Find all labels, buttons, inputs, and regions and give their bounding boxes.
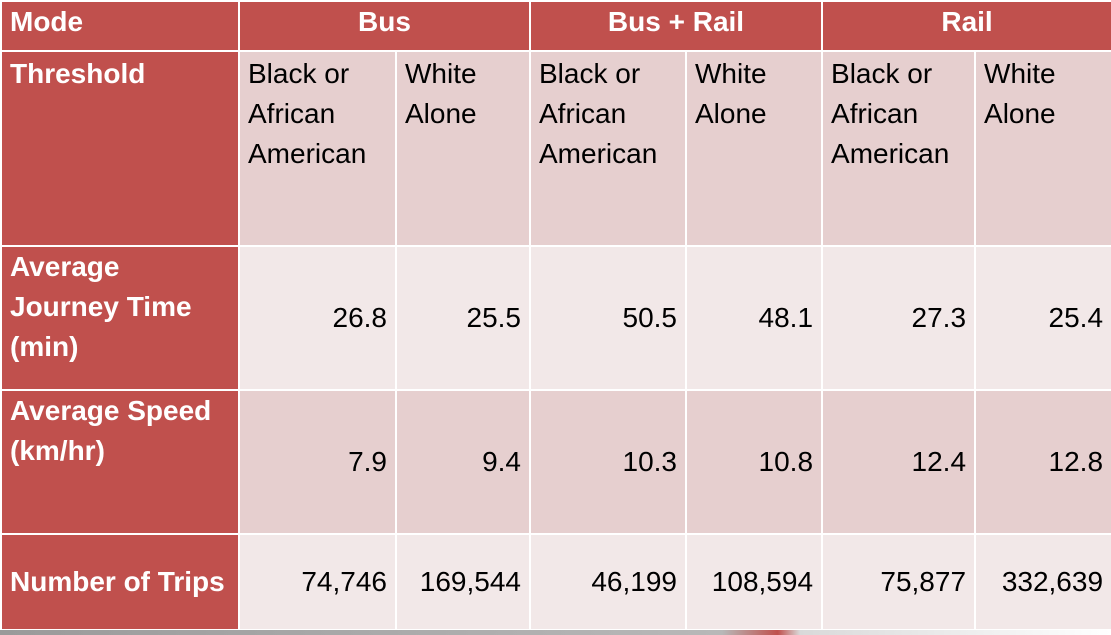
group-header: Black or African American [238, 50, 397, 247]
table-cell: 12.8 [974, 389, 1111, 535]
table-cell: 12.4 [821, 389, 977, 535]
table-cell: 46,199 [529, 533, 687, 631]
table-cell: 332,639 [974, 533, 1111, 631]
group-header: Black or African American [529, 50, 687, 247]
table-cell: 7.9 [238, 389, 397, 535]
mode-bus-rail: Bus + Rail [528, 0, 824, 52]
bottom-divider [0, 630, 1111, 635]
group-header: White Alone [395, 50, 531, 247]
table-row: Average Speed (km/hr) 7.9 9.4 10.3 10.8 … [0, 389, 1111, 535]
table-row: Average Journey Time (min) 26.8 25.5 50.… [0, 245, 1111, 391]
table-cell: 25.4 [974, 245, 1111, 391]
row-label: Average Speed (km/hr) [0, 389, 240, 535]
mode-label: Mode [0, 0, 240, 52]
table-cell: 48.1 [684, 245, 824, 391]
mode-header-row: Mode Bus Bus + Rail Rail [0, 0, 1111, 52]
mode-bus: Bus [238, 0, 531, 52]
table-cell: 9.4 [395, 389, 531, 535]
table-cell: 10.3 [529, 389, 687, 535]
table-cell: 27.3 [821, 245, 977, 391]
table-row: Number of Trips 74,746 169,544 46,199 10… [0, 533, 1111, 631]
mode-rail: Rail [821, 0, 1111, 52]
table-cell: 108,594 [684, 533, 824, 631]
threshold-label: Threshold [0, 50, 240, 247]
table-cell: 26.8 [238, 245, 397, 391]
table-cell: 74,746 [238, 533, 397, 631]
table-cell: 169,544 [395, 533, 531, 631]
group-header: White Alone [684, 50, 824, 247]
table-cell: 10.8 [684, 389, 824, 535]
row-label: Number of Trips [0, 533, 240, 631]
row-label: Average Journey Time (min) [0, 245, 240, 391]
group-header: White Alone [974, 50, 1111, 247]
table-cell: 75,877 [821, 533, 977, 631]
table-cell: 50.5 [529, 245, 687, 391]
group-header: Black or African American [821, 50, 977, 247]
threshold-header-row: Threshold Black or African American Whit… [0, 50, 1111, 247]
table-cell: 25.5 [395, 245, 531, 391]
